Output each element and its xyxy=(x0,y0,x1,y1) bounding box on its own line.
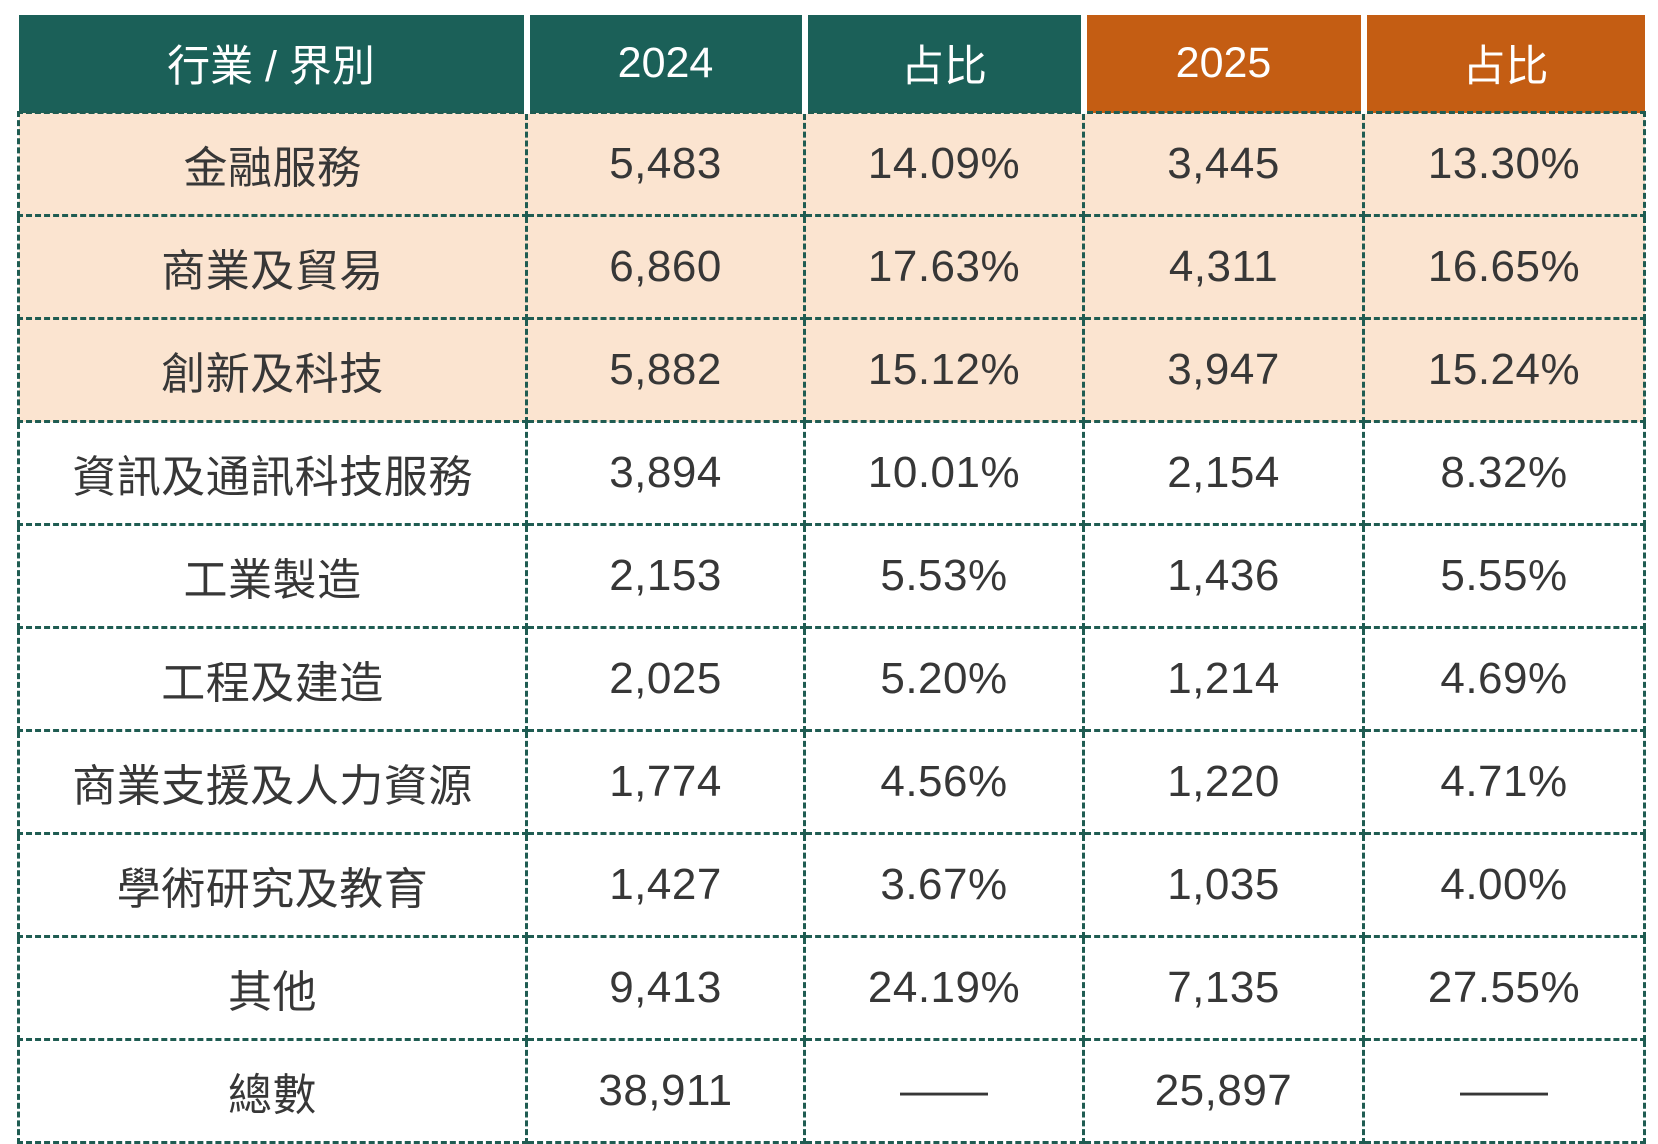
value-cell: 15.24% xyxy=(1362,317,1646,423)
value-cell: 4.71% xyxy=(1362,729,1646,835)
industry-cell: 工業製造 xyxy=(17,523,528,629)
value-cell: 1,774 xyxy=(525,729,806,835)
value-cell: 5,483 xyxy=(525,111,806,217)
value-cell: 5.53% xyxy=(803,523,1085,629)
value-cell: 3,894 xyxy=(525,420,806,526)
table-row: 創新及科技 5,882 15.12% 3,947 15.24% xyxy=(17,317,1646,423)
industry-cell: 資訊及通訊科技服務 xyxy=(17,420,528,526)
header-2025: 2025 xyxy=(1080,15,1364,113)
value-cell: 1,035 xyxy=(1082,832,1365,938)
header-row: 行業 / 界別 2024 占比 2025 占比 xyxy=(18,15,1645,113)
industry-cell: 金融服務 xyxy=(17,111,528,217)
value-cell: 2,153 xyxy=(525,523,806,629)
value-cell: 17.63% xyxy=(803,214,1085,320)
value-cell: 1,214 xyxy=(1082,626,1365,732)
industry-cell: 商業支援及人力資源 xyxy=(17,729,528,835)
value-cell: 3.67% xyxy=(803,832,1085,938)
value-cell: 1,436 xyxy=(1082,523,1365,629)
table-row: 工程及建造 2,025 5.20% 1,214 4.69% xyxy=(17,626,1646,732)
header-share-2024: 占比 xyxy=(801,15,1084,113)
industry-cell: 創新及科技 xyxy=(17,317,528,423)
value-cell: 15.12% xyxy=(803,317,1085,423)
industry-cell: 學術研究及教育 xyxy=(17,832,528,938)
value-cell: 27.55% xyxy=(1362,935,1646,1041)
value-cell: 5,882 xyxy=(525,317,806,423)
value-cell: 5.20% xyxy=(803,626,1085,732)
value-cell: 1,427 xyxy=(525,832,806,938)
value-cell: 2,025 xyxy=(525,626,806,732)
industry-stats-table: 行業 / 界別 2024 占比 2025 占比 金融服務 5,483 14.09% 3… xyxy=(17,15,1646,1144)
value-cell: 4.69% xyxy=(1362,626,1646,732)
industry-cell: 其他 xyxy=(17,935,528,1041)
table-row: 工業製造 2,153 5.53% 1,436 5.55% xyxy=(17,523,1646,629)
value-cell: 7,135 xyxy=(1082,935,1365,1041)
value-cell: 2,154 xyxy=(1082,420,1365,526)
value-cell: 4,311 xyxy=(1082,214,1365,320)
value-cell: 4.00% xyxy=(1362,832,1646,938)
value-cell: —— xyxy=(1362,1038,1646,1144)
value-cell: 6,860 xyxy=(525,214,806,320)
value-cell: 3,445 xyxy=(1082,111,1365,217)
industry-cell: 商業及貿易 xyxy=(17,214,528,320)
value-cell: 5.55% xyxy=(1362,523,1646,629)
header-2024: 2024 xyxy=(523,15,805,113)
value-cell: 25,897 xyxy=(1082,1038,1365,1144)
value-cell: 4.56% xyxy=(803,729,1085,835)
value-cell: 10.01% xyxy=(803,420,1085,526)
value-cell: 3,947 xyxy=(1082,317,1365,423)
table-row: 資訊及通訊科技服務 3,894 10.01% 2,154 8.32% xyxy=(17,420,1646,526)
table-row-total: 總數 38,911 —— 25,897 —— xyxy=(17,1038,1646,1144)
table-row: 商業支援及人力資源 1,774 4.56% 1,220 4.71% xyxy=(17,729,1646,835)
value-cell: 13.30% xyxy=(1362,111,1646,217)
industry-cell: 工程及建造 xyxy=(17,626,528,732)
value-cell: 9,413 xyxy=(525,935,806,1041)
value-cell: 24.19% xyxy=(803,935,1085,1041)
value-cell: 16.65% xyxy=(1362,214,1646,320)
value-cell: 1,220 xyxy=(1082,729,1365,835)
header-industry: 行業 / 界別 xyxy=(18,15,527,113)
value-cell: 38,911 xyxy=(525,1038,806,1144)
table-row: 金融服務 5,483 14.09% 3,445 13.30% xyxy=(17,111,1646,217)
table-header: 行業 / 界別 2024 占比 2025 占比 xyxy=(18,15,1645,113)
value-cell: 14.09% xyxy=(803,111,1085,217)
header-share-2025: 占比 xyxy=(1360,15,1645,113)
table-row: 其他 9,413 24.19% 7,135 27.55% xyxy=(17,935,1646,1041)
table-row: 學術研究及教育 1,427 3.67% 1,035 4.00% xyxy=(17,832,1646,938)
industry-cell: 總數 xyxy=(17,1038,528,1144)
table-row: 商業及貿易 6,860 17.63% 4,311 16.65% xyxy=(17,214,1646,320)
value-cell: 8.32% xyxy=(1362,420,1646,526)
table-body: 金融服務 5,483 14.09% 3,445 13.30% 商業及貿易 6,860 17.6… xyxy=(17,111,1646,1144)
value-cell: —— xyxy=(803,1038,1085,1144)
